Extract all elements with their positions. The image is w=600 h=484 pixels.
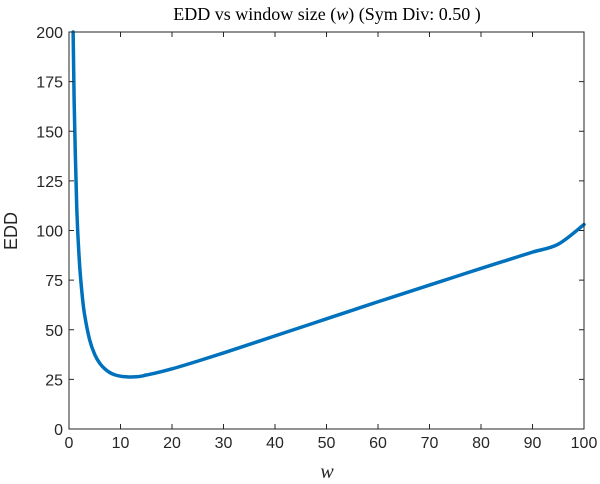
y-tick-label: 175 xyxy=(36,75,63,92)
x-tick-label: 60 xyxy=(369,435,387,452)
y-axis-ticks: 0 25 50 75 100 125 150 175 200 xyxy=(36,25,584,439)
plot-box xyxy=(68,31,585,430)
y-tick-label: 150 xyxy=(36,124,63,141)
x-tick-label: 70 xyxy=(421,435,439,452)
x-axis-ticks: 0 10 20 30 40 50 60 70 80 90 100 xyxy=(65,32,598,452)
y-tick-label: 0 xyxy=(54,422,63,439)
y-tick-label: 100 xyxy=(36,224,63,241)
y-tick-label: 50 xyxy=(45,323,63,340)
x-tick-label: 30 xyxy=(215,435,233,452)
chart-title-prefix: EDD vs window size ( xyxy=(173,4,336,25)
x-axis-label: w xyxy=(320,461,334,483)
edd-curve xyxy=(71,30,586,379)
x-tick-label: 40 xyxy=(266,435,284,452)
x-tick-label: 20 xyxy=(163,435,181,452)
y-axis-label: EDD xyxy=(1,212,21,250)
chart-title: EDD vs window size (w) (Sym Div: 0.50 ) xyxy=(173,4,481,25)
x-tick-label: 90 xyxy=(524,435,542,452)
x-tick-label: 0 xyxy=(65,435,74,452)
y-tick-label: 25 xyxy=(45,372,63,389)
y-tick-label: 125 xyxy=(36,174,63,191)
chart-title-variable: w xyxy=(336,4,348,24)
plot-area xyxy=(69,32,584,429)
curve-layer xyxy=(71,30,586,379)
x-tick-label: 50 xyxy=(318,435,336,452)
x-tick-label: 80 xyxy=(472,435,490,452)
x-tick-label: 100 xyxy=(571,435,598,452)
y-tick-label: 200 xyxy=(36,25,63,42)
x-tick-label: 10 xyxy=(112,435,130,452)
y-tick-label: 75 xyxy=(45,273,63,290)
chart-title-suffix: ) (Sym Div: 0.50 ) xyxy=(348,4,481,25)
